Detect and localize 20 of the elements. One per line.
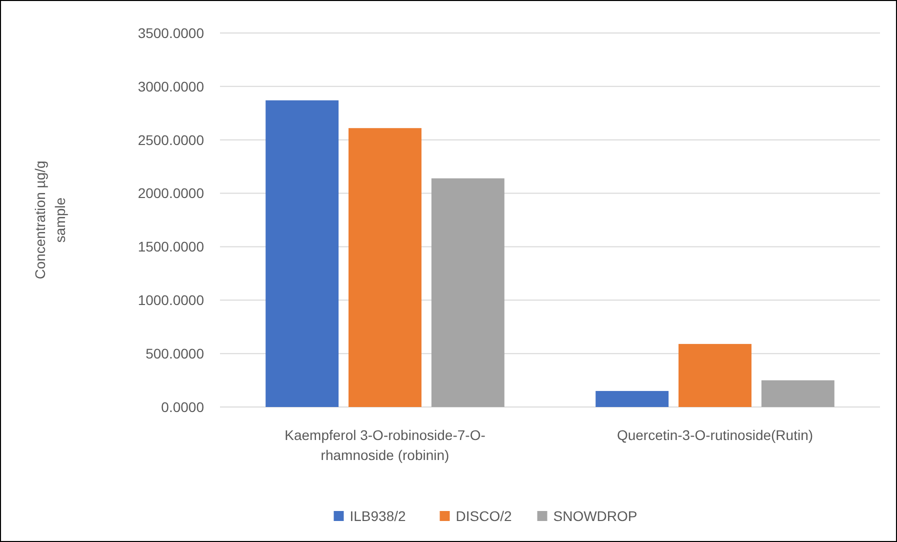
legend-label: DISCO/2 <box>456 508 512 524</box>
bar <box>431 178 504 407</box>
y-tick-label: 1000.0000 <box>138 292 204 308</box>
bar <box>761 380 834 407</box>
y-tick-label: 500.0000 <box>146 345 204 362</box>
bar <box>348 128 422 407</box>
y-tick-label: 2500.0000 <box>138 132 204 148</box>
x-tick-label: Quercetin-3-O-rutinoside(Rutin) <box>616 427 814 443</box>
bar <box>596 390 669 407</box>
x-tick-label: Kaempferol 3-O-robinoside-7-O-rhamnoside (robinin) <box>284 427 486 463</box>
legend-label: ILB938/2 <box>350 508 406 524</box>
y-axis-title: Concentration µg/g sample <box>32 160 68 280</box>
y-tick-label: 3000.0000 <box>138 78 204 94</box>
legend-label: SNOWDROP <box>553 508 638 524</box>
bar <box>266 100 339 407</box>
y-tick-label: 2000.0000 <box>138 185 204 202</box>
y-tick-label: 3500.0000 <box>138 24 204 41</box>
y-tick-label: 0.0000 <box>161 398 204 415</box>
bar <box>678 344 752 407</box>
y-tick-label: 1500.0000 <box>138 238 204 255</box>
